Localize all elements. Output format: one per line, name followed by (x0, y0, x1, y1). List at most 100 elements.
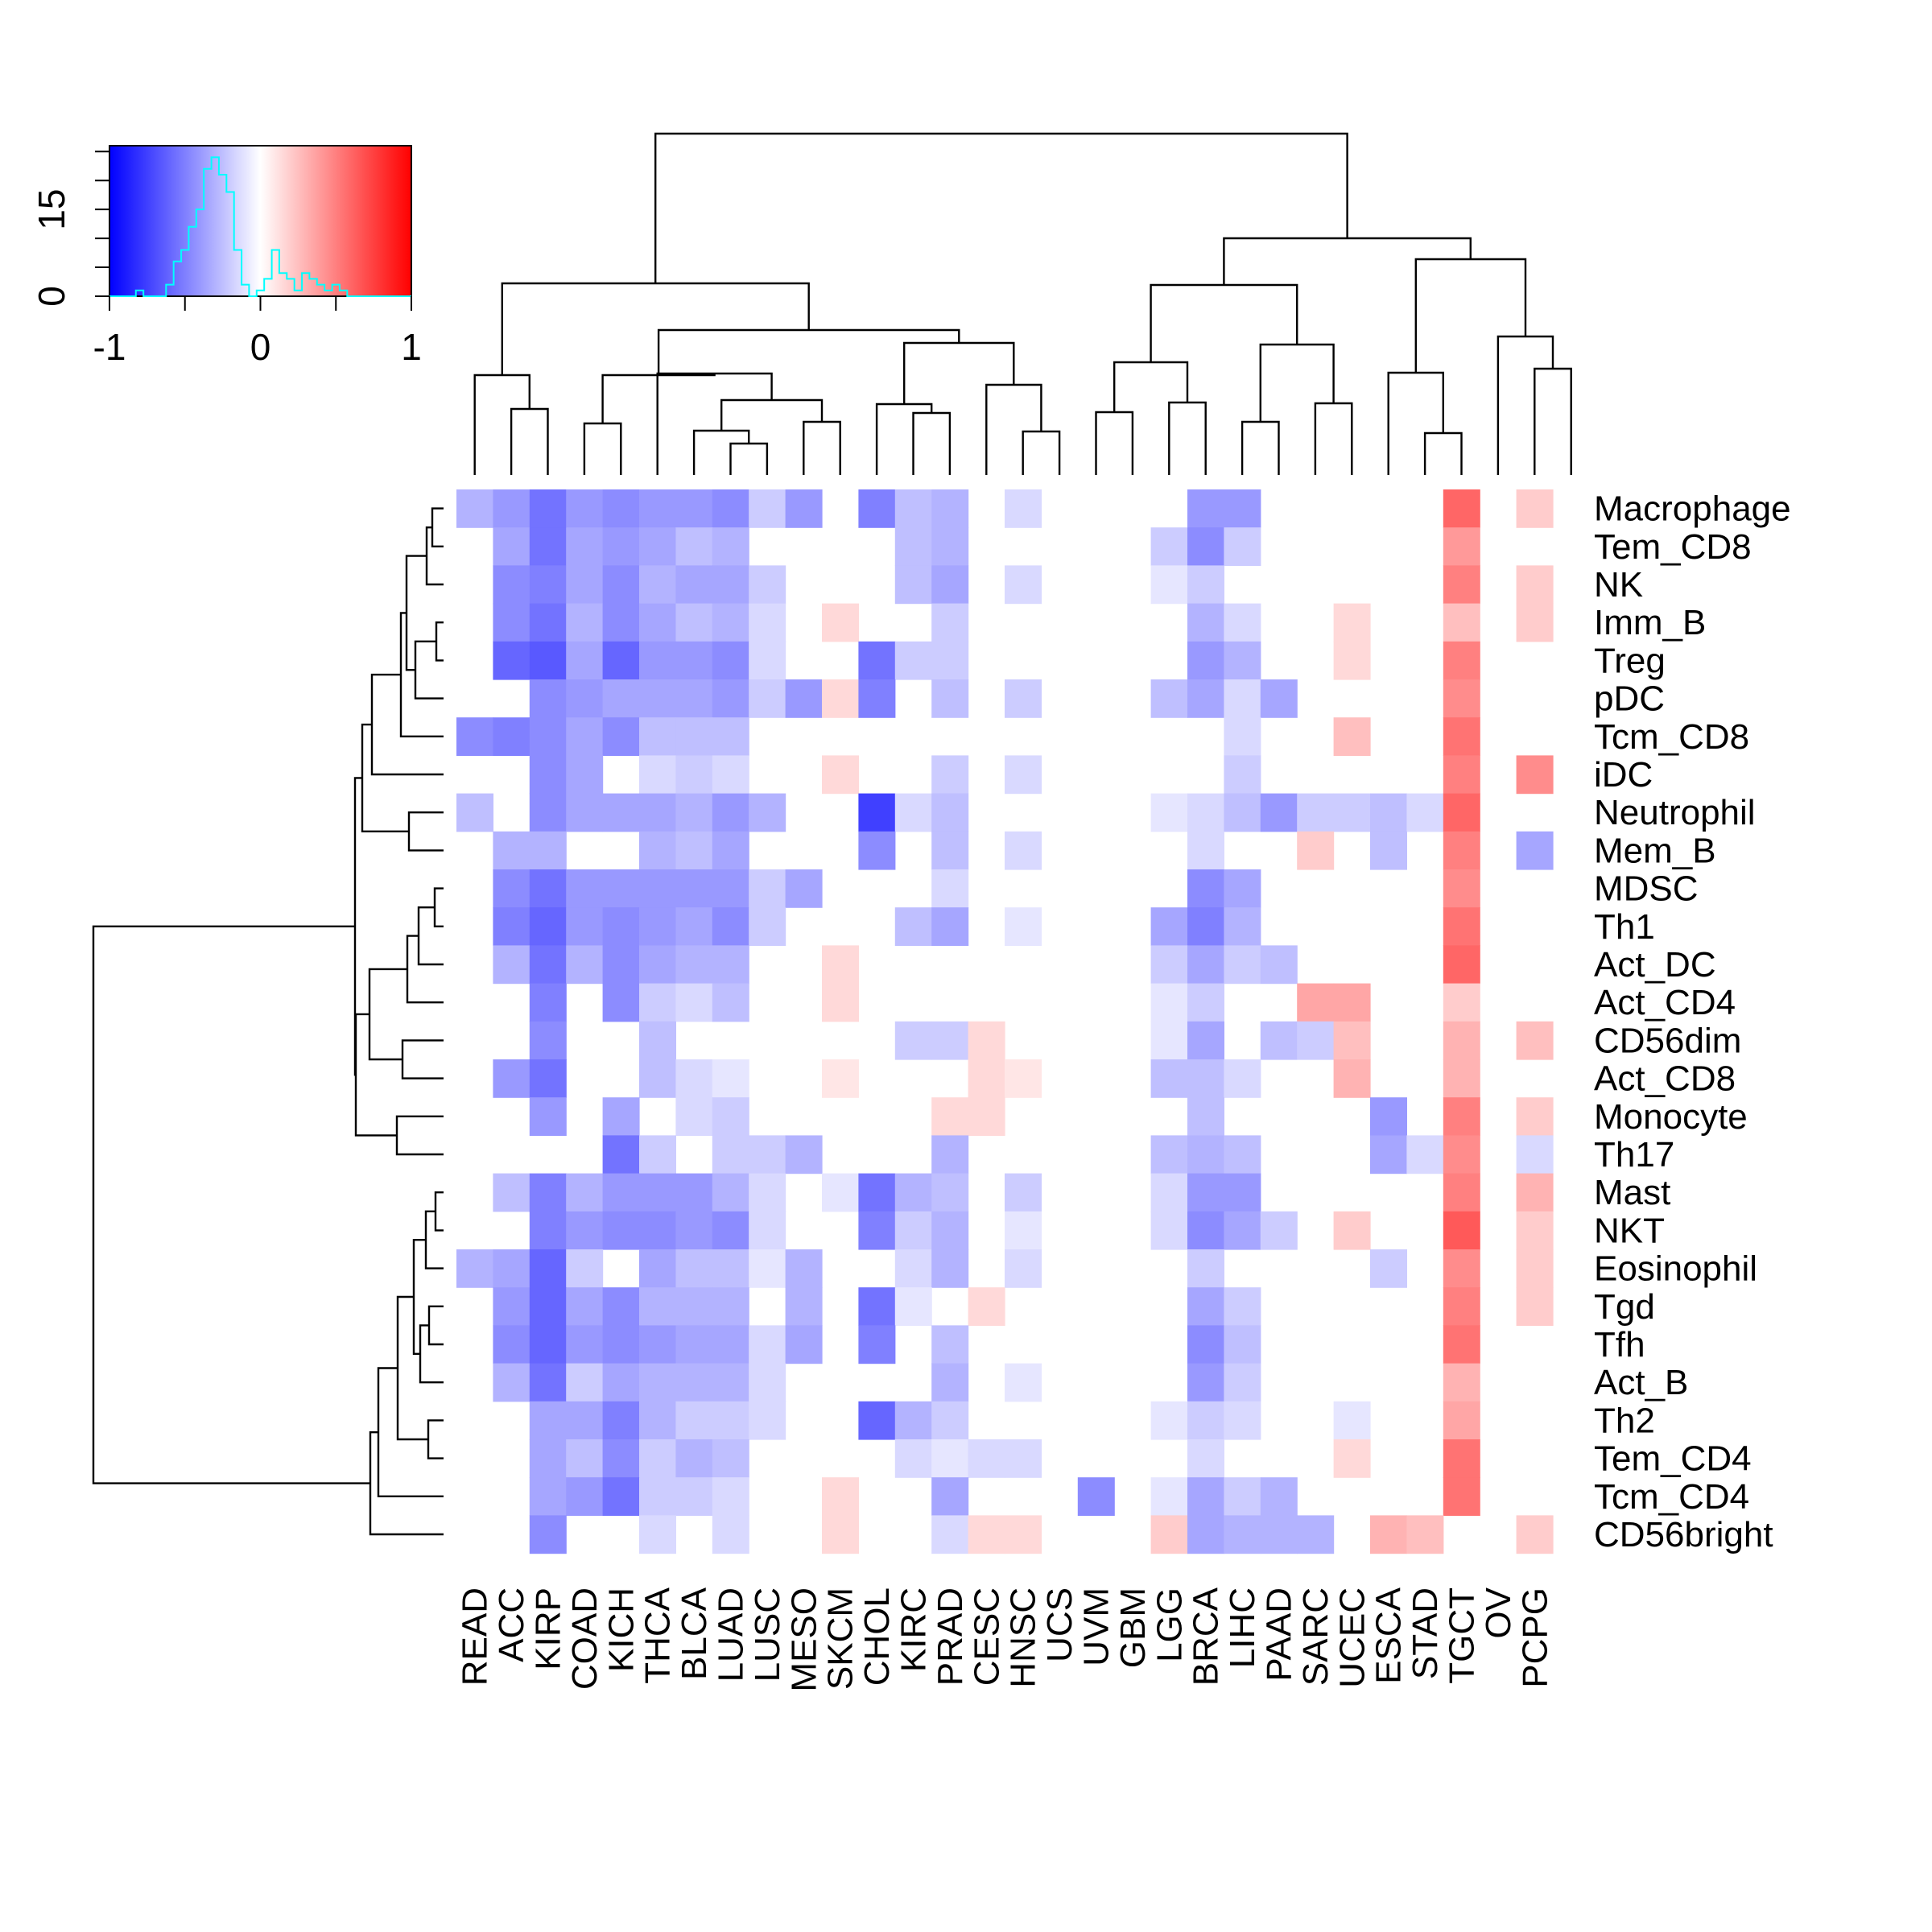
heatmap-cell (1224, 1211, 1261, 1250)
heatmap-cell (493, 489, 530, 528)
heatmap-cell (1187, 831, 1224, 870)
color-key-x-tick-label: 0 (250, 326, 271, 368)
heatmap-cell (602, 641, 640, 680)
column-label: UCS (1040, 1587, 1080, 1662)
heatmap-cell (675, 1477, 713, 1516)
heatmap-cell (785, 1135, 823, 1174)
heatmap-cell (639, 1059, 676, 1098)
heatmap-cell (1516, 1135, 1554, 1174)
heatmap-cell (858, 641, 896, 680)
column-dendrogram-branch (654, 132, 1348, 283)
heatmap-cell (602, 1097, 640, 1136)
color-key-gradient (109, 145, 412, 297)
row-dendrogram-branch (427, 1305, 444, 1346)
heatmap-cell (1443, 717, 1480, 756)
heatmap-cell (1187, 1477, 1224, 1516)
heatmap-cell (1443, 1401, 1480, 1440)
heatmap-cell (529, 755, 567, 795)
heatmap-cell (931, 907, 969, 946)
heatmap-cell (602, 1363, 640, 1402)
heatmap-cell (493, 717, 530, 756)
row-label: Th2 (1594, 1401, 1655, 1440)
heatmap-cell (1443, 527, 1480, 566)
heatmap-cell (1224, 1325, 1261, 1364)
heatmap-cell (749, 679, 786, 718)
heatmap-cell (675, 1173, 713, 1212)
row-label: Mem_B (1594, 831, 1716, 870)
heatmap-cell (858, 1325, 896, 1364)
heatmap-cell (894, 1021, 932, 1060)
heatmap-cell (1187, 1287, 1224, 1326)
column-dendrogram-branch (1241, 420, 1280, 475)
column-label: KIRP (529, 1587, 568, 1670)
heatmap-cell (529, 983, 567, 1022)
row-label: Tcm_CD4 (1594, 1477, 1749, 1517)
heatmap-cell (894, 1401, 932, 1440)
heatmap-cell (493, 1325, 530, 1364)
heatmap-cell (1187, 1059, 1224, 1098)
heatmap-cell (712, 1439, 749, 1478)
row-dendrogram-branch (419, 1324, 444, 1384)
heatmap-cell (529, 831, 567, 870)
column-label: UCEC (1332, 1587, 1372, 1688)
heatmap-cell (529, 603, 567, 642)
heatmap-cell (1005, 755, 1042, 795)
column-dendrogram-branch (583, 422, 622, 475)
row-dendrogram-branch (354, 1013, 397, 1137)
heatmap-cell (749, 565, 786, 605)
heatmap-cell (931, 489, 969, 528)
heatmap-cell (456, 793, 493, 832)
heatmap-cell (712, 603, 749, 642)
heatmap-cell (1443, 831, 1480, 870)
heatmap-cell (858, 1173, 896, 1212)
heatmap-cells (456, 489, 1554, 1554)
heatmap-cell (1224, 907, 1261, 946)
heatmap-cell (1260, 945, 1298, 985)
row-dendrogram-branch (370, 673, 444, 776)
heatmap-cell (675, 831, 713, 870)
heatmap-cell (1260, 679, 1298, 718)
column-label: HNSC (1004, 1587, 1043, 1688)
heatmap-cell (639, 1515, 676, 1554)
heatmap-cell (931, 1135, 969, 1174)
heatmap-cell (566, 489, 604, 528)
heatmap-cell (712, 1097, 749, 1136)
heatmap-cell (456, 717, 493, 756)
heatmap-cell (639, 1135, 676, 1174)
row-label: Act_DC (1594, 945, 1716, 985)
heatmap-cell (1150, 983, 1188, 1022)
column-dendrogram-branch (1414, 258, 1527, 373)
column-dendrogram-branch (510, 407, 549, 475)
heatmap-cell (712, 565, 749, 605)
heatmap-cell (1516, 1173, 1554, 1212)
heatmap-cell (566, 565, 604, 605)
heatmap-cell (1443, 983, 1480, 1022)
heatmap-cell (968, 1439, 1005, 1478)
heatmap-cell (894, 527, 932, 566)
row-dendrogram-branch (425, 526, 444, 586)
column-dendrogram-branch (1534, 367, 1572, 475)
heatmap-cell (749, 1363, 786, 1402)
heatmap-cell (712, 1059, 749, 1098)
heatmap-cell (1297, 831, 1335, 870)
column-label: GBM (1113, 1587, 1153, 1668)
heatmap-cell (1187, 1249, 1224, 1288)
column-label: BRCA (1187, 1587, 1226, 1686)
heatmap-cell (1150, 1059, 1188, 1098)
heatmap-cell (1443, 793, 1480, 832)
heatmap-cell (675, 1249, 713, 1288)
heatmap-cell (1516, 1249, 1554, 1288)
heatmap-cell (639, 1439, 676, 1478)
row-label: NKT (1594, 1211, 1665, 1250)
heatmap-cell (602, 1439, 640, 1478)
heatmap-cell (529, 1059, 567, 1098)
heatmap-cell (749, 603, 786, 642)
row-label: Neutrophil (1594, 793, 1756, 832)
heatmap-cell (1150, 1477, 1188, 1516)
row-labels: MacrophageTem_CD8NKImm_BTregpDCTcm_CD8iD… (1594, 489, 1791, 1554)
heatmap-cell (1224, 641, 1261, 680)
heatmap-cell (566, 755, 604, 795)
heatmap-cell (602, 1477, 640, 1516)
heatmap-cell (602, 945, 640, 985)
heatmap-cell (493, 1363, 530, 1402)
